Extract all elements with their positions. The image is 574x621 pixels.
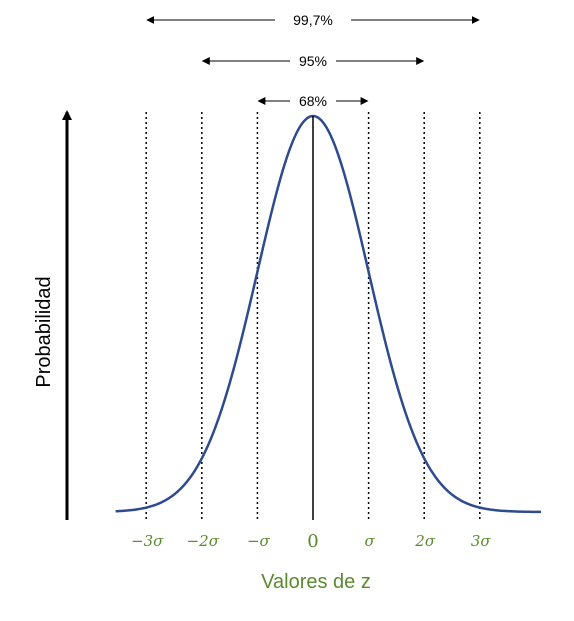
x-tick-label: −2σ: [187, 532, 220, 550]
x-tick-labels: −3σ −2σ −σ 0 σ 2σ 3σ: [131, 531, 491, 552]
interval-label: 99,7%: [293, 12, 333, 28]
sigma-lines: [145, 112, 481, 520]
x-tick-label: −σ: [247, 532, 271, 550]
interval-label: 95%: [299, 53, 327, 69]
y-axis-label: Probabilidad: [33, 276, 55, 387]
x-tick-label: σ: [364, 532, 375, 550]
normal-curve: [115, 114, 541, 514]
x-tick-label: 3σ: [471, 532, 492, 550]
x-tick-label: 2σ: [414, 532, 436, 550]
x-tick-label: −3σ: [131, 532, 164, 550]
interval-label: 68%: [299, 93, 327, 109]
interval-arrows: 68% 95% 99,7%: [146, 12, 480, 109]
x-axis-label: Valores de z: [261, 571, 371, 593]
x-tick-label: 0: [307, 531, 318, 552]
